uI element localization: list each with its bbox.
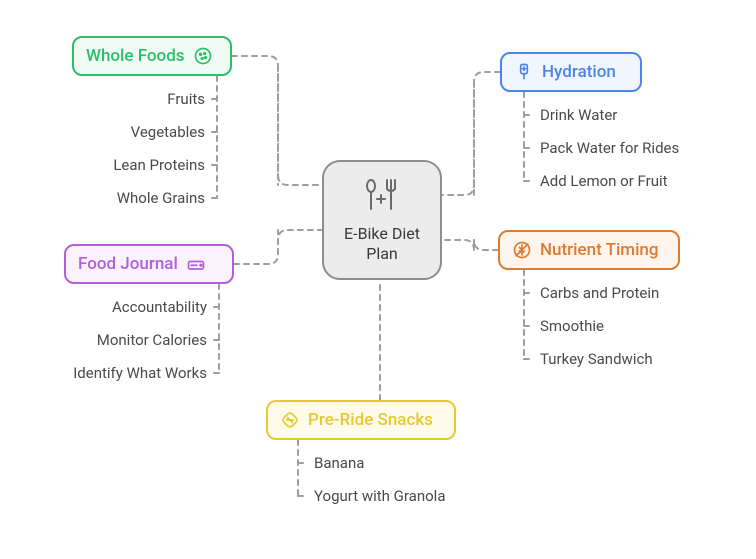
hydration-leaf: Drink Water: [540, 106, 617, 124]
center-label-line2: Plan: [366, 244, 398, 264]
cookie-icon: [193, 46, 213, 66]
hydration-node: Hydration: [500, 52, 642, 92]
hydration-leaf: Add Lemon or Fruit: [540, 172, 668, 190]
food-journal-leaf: Identify What Works: [73, 364, 207, 382]
food-journal-node: Food Journal: [64, 244, 234, 284]
pre-ride-snacks-node: Pre-Ride Snacks: [266, 400, 456, 440]
spoon-fork-plus-icon: [359, 177, 405, 218]
whole-foods-leaf: Lean Proteins: [113, 156, 205, 174]
whole-foods-label: Whole Foods: [86, 46, 185, 66]
pre-ride-snacks-label: Pre-Ride Snacks: [308, 410, 433, 430]
nutrient-timing-node: Nutrient Timing: [498, 230, 680, 270]
whole-foods-leaf: Fruits: [167, 90, 205, 108]
nutrient-timing-leaf: Carbs and Protein: [540, 284, 659, 302]
food-journal-leaf: Monitor Calories: [97, 331, 207, 349]
no-wheat-icon: [512, 240, 532, 260]
wrap-icon: [280, 410, 300, 430]
hydration-leaf: Pack Water for Rides: [540, 139, 679, 157]
nutrient-timing-leaf: Turkey Sandwich: [540, 350, 653, 368]
hydration-label: Hydration: [542, 62, 616, 82]
nutrient-timing-label: Nutrient Timing: [540, 240, 659, 260]
pre-ride-snacks-leaf: Yogurt with Granola: [314, 487, 445, 505]
drive-icon: [186, 254, 206, 274]
whole-foods-leaf: Whole Grains: [117, 189, 205, 207]
whole-foods-node: Whole Foods: [72, 36, 232, 76]
center-node: E-Bike Diet Plan: [322, 160, 442, 280]
food-journal-leaf: Accountability: [112, 298, 207, 316]
food-journal-label: Food Journal: [78, 254, 178, 274]
pre-ride-snacks-leaf: Banana: [314, 454, 364, 472]
nutrient-timing-leaf: Smoothie: [540, 317, 604, 335]
mindmap-canvas: E-Bike Diet Plan Whole Foods Fruits Vegeta…: [0, 0, 756, 559]
center-label-line1: E-Bike Diet: [344, 224, 420, 244]
iv-bag-icon: [514, 62, 534, 82]
whole-foods-leaf: Vegetables: [131, 123, 205, 141]
